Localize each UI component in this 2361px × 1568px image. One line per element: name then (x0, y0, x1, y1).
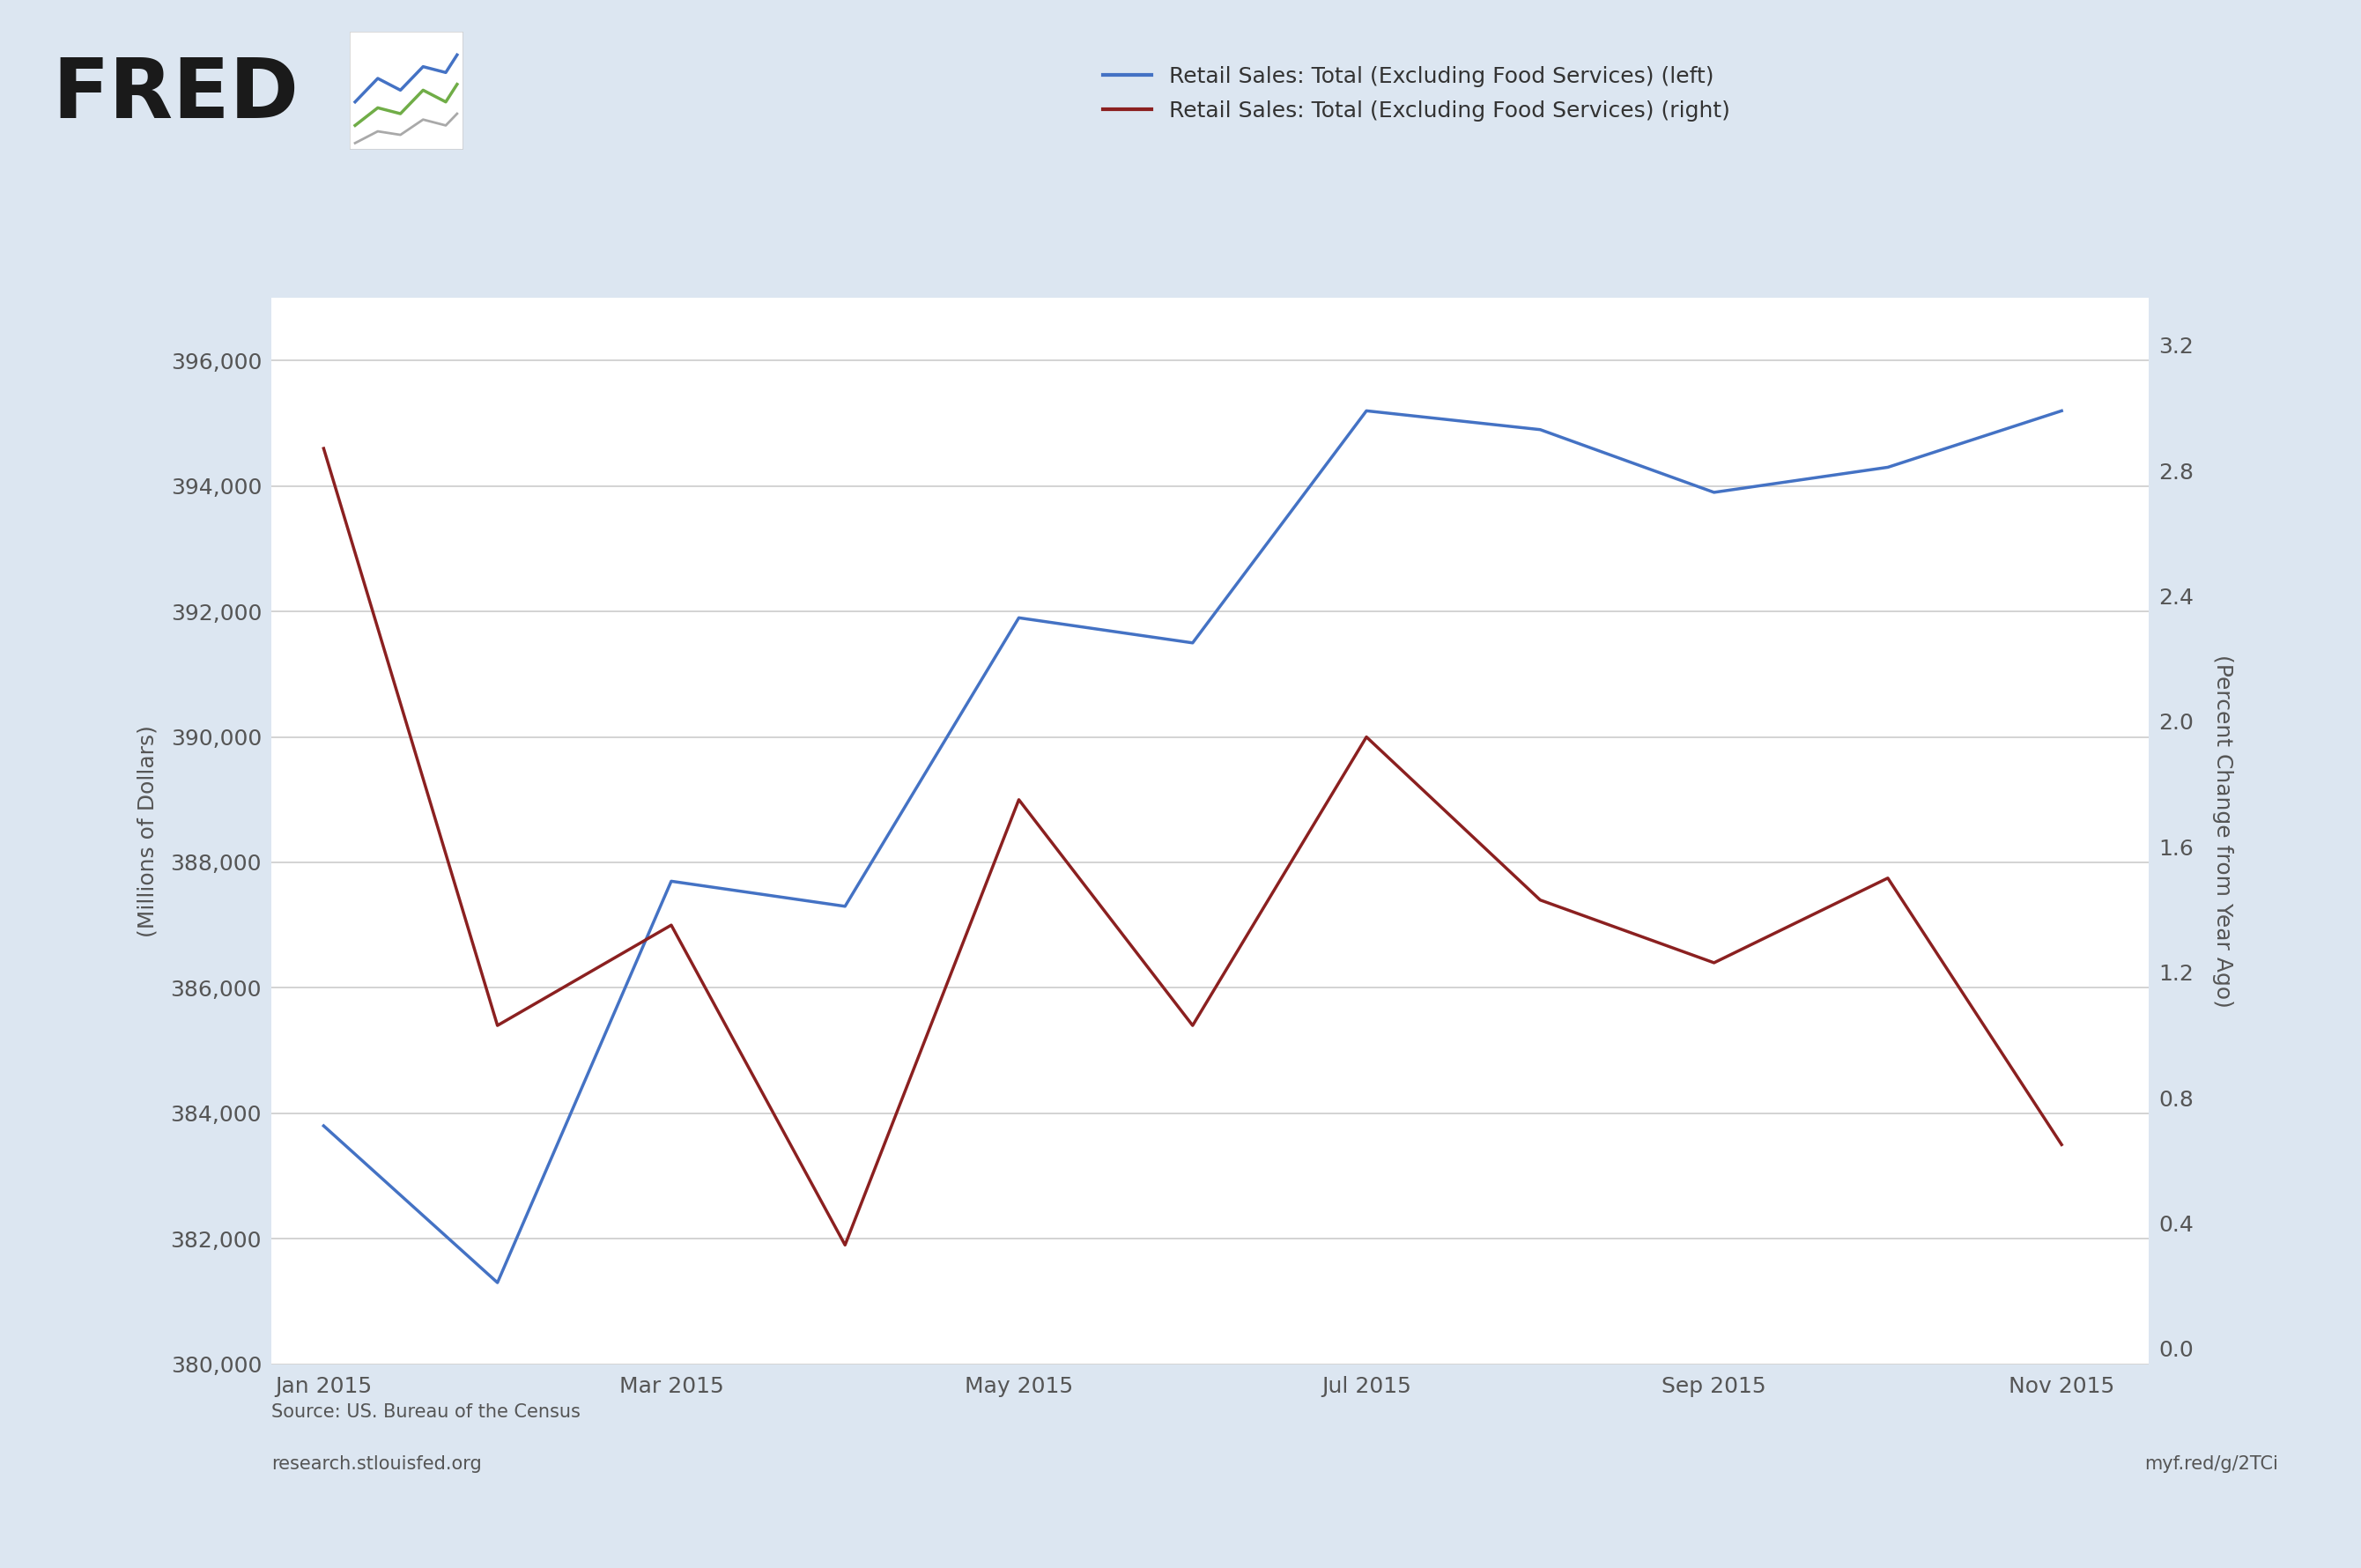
Legend: Retail Sales: Total (Excluding Food Services) (left), Retail Sales: Total (Exclu: Retail Sales: Total (Excluding Food Serv… (1103, 66, 1731, 121)
Text: Source: US. Bureau of the Census: Source: US. Bureau of the Census (272, 1403, 581, 1421)
Text: research.stlouisfed.org: research.stlouisfed.org (272, 1455, 482, 1472)
Text: myf.red/g/2TCi: myf.red/g/2TCi (2144, 1455, 2278, 1472)
Y-axis label: (Millions of Dollars): (Millions of Dollars) (137, 724, 158, 938)
Text: FRED: FRED (52, 55, 300, 136)
Y-axis label: (Percent Change from Year Ago): (Percent Change from Year Ago) (2212, 654, 2234, 1008)
